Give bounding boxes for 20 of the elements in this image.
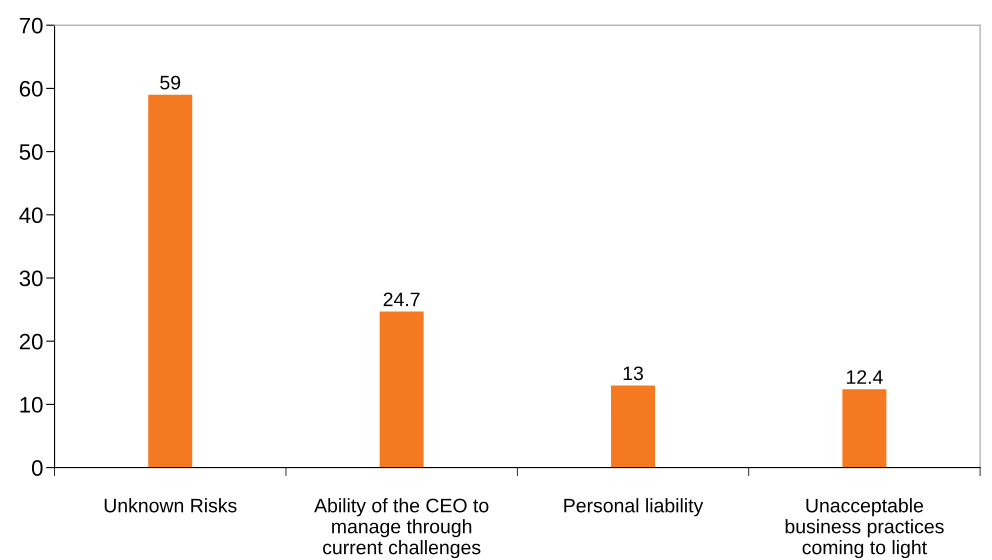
y-tick-label: 0 <box>32 460 43 476</box>
x-tick-label: Personal liability <box>564 498 704 516</box>
y-tick-label: 70 <box>20 18 43 34</box>
data-label: 12.4 <box>846 370 883 384</box>
y-tick-label: 40 <box>19 207 43 224</box>
bar <box>611 385 655 468</box>
y-tick-label: 30 <box>20 270 43 286</box>
y-tick-label: 10 <box>20 396 43 413</box>
data-label: 59 <box>160 76 180 90</box>
bar <box>842 389 886 468</box>
x-tick-label: Unacceptable business practices coming to light <box>786 498 944 558</box>
bar <box>380 311 424 468</box>
data-label: 13 <box>624 366 643 380</box>
y-tick-label: 50 <box>20 144 43 160</box>
y-tick-label: 60 <box>20 80 43 97</box>
x-tick-label: Unknown Risks <box>104 498 237 512</box>
bar <box>148 94 192 468</box>
x-tick-label: Ability of the CEO to manage through current challenges <box>314 498 488 558</box>
y-tick-label: 20 <box>20 334 43 350</box>
data-label: 24.7 <box>384 292 420 306</box>
